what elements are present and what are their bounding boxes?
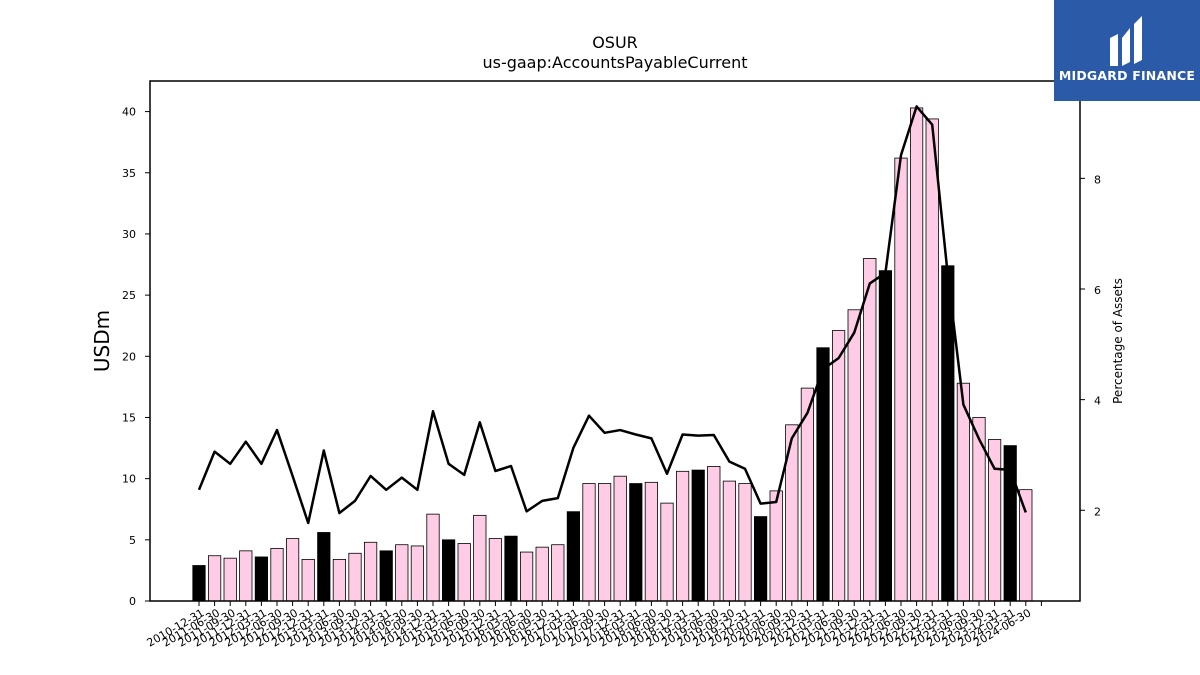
- y-tick-label: 10: [122, 473, 136, 486]
- bar-2011-12-31: [254, 556, 268, 602]
- bar-2016-12-31: [566, 511, 581, 602]
- bar-2010-12-31: [192, 565, 206, 602]
- bar-2019-03-31: [707, 466, 721, 602]
- bar-2024-03-31: [1019, 489, 1033, 602]
- bar-2023-09-30: [988, 439, 1002, 602]
- bar-2022-03-31: [894, 157, 908, 602]
- bar-2017-12-31: [629, 483, 643, 602]
- line-series: [197, 105, 1027, 525]
- y-axis-right: 2 4 6 8: [1080, 173, 1101, 518]
- bar-2014-09-30: [426, 513, 440, 602]
- bar-2012-03-31: [270, 547, 284, 602]
- bar-2018-09-30: [676, 470, 690, 602]
- bar-2019-12-31: [754, 516, 768, 602]
- bar-2017-09-30: [613, 475, 627, 602]
- bar-2014-06-30: [410, 545, 425, 602]
- y2-tick-label: 4: [1094, 395, 1101, 408]
- bar-2016-03-31: [520, 551, 534, 602]
- y-tick-label: 20: [122, 350, 136, 363]
- y-tick-label: 0: [129, 595, 136, 608]
- bar-series: [192, 107, 1033, 602]
- bar-2018-03-31: [644, 481, 659, 602]
- bar-2019-09-30: [738, 483, 752, 602]
- bar-2020-12-31: [816, 347, 830, 602]
- bar-2015-03-31: [457, 543, 471, 602]
- y2-axis-label: Percentage of Assets: [1111, 278, 1125, 404]
- logo-text: MIDGARD FINANCE: [1058, 68, 1196, 83]
- x-axis: 2010-12-312011-06-302011-09-302011-12-31…: [145, 601, 1042, 650]
- bar-2018-06-30: [660, 502, 674, 602]
- percentage-of-assets-line: [197, 105, 1027, 525]
- bar-2013-06-30: [348, 552, 362, 602]
- bar-2018-12-31: [691, 469, 705, 602]
- bar-2011-06-30: [223, 557, 237, 602]
- bar-2012-09-30: [301, 559, 315, 602]
- bar-2015-12-31: [504, 535, 518, 602]
- bar-2013-03-31: [332, 559, 347, 602]
- y-axis-left: 0 5 10 15 20 25 30 35 40: [122, 106, 150, 608]
- bar-2021-06-30: [847, 309, 861, 602]
- bar-2014-03-31: [395, 544, 409, 602]
- bar-2015-06-30: [473, 514, 487, 602]
- y-tick-label: 15: [122, 411, 136, 424]
- bar-2022-06-30: [910, 107, 924, 602]
- bar-2016-06-30: [535, 546, 549, 602]
- bar-2017-06-30: [598, 483, 612, 602]
- bar-2021-09-30: [863, 258, 877, 602]
- bar-2022-09-30: [925, 118, 939, 602]
- bar-2021-12-31: [878, 270, 893, 602]
- bar-2012-06-30: [285, 538, 300, 602]
- chart-title: OSUR: [592, 33, 638, 52]
- bar-2011-09-30: [239, 550, 253, 602]
- bar-2021-03-31: [832, 330, 846, 602]
- bar-2013-12-31: [379, 550, 393, 602]
- y-axis-label: USDm: [90, 310, 114, 372]
- bar-2020-03-31: [769, 490, 783, 602]
- brand-logo: MIDGARD FINANCE: [1054, 0, 1200, 101]
- chart-subtitle: us-gaap:AccountsPayableCurrent: [482, 53, 747, 72]
- bar-2019-06-30: [722, 480, 737, 602]
- y-tick-label: 25: [122, 289, 136, 302]
- y2-tick-label: 2: [1094, 505, 1101, 518]
- bar-2014-12-31: [441, 539, 456, 602]
- bar-2013-09-30: [363, 541, 378, 602]
- plot-frame: [149, 80, 1081, 602]
- y-tick-label: 40: [122, 106, 136, 119]
- bar-2011-03-31: [207, 555, 222, 602]
- bar-2012-12-31: [317, 532, 331, 602]
- bar-2016-09-30: [551, 544, 565, 602]
- y-tick-label: 5: [129, 534, 136, 547]
- y2-tick-label: 8: [1094, 173, 1101, 186]
- bar-2017-03-31: [582, 483, 596, 602]
- y2-tick-label: 6: [1094, 284, 1101, 297]
- logo-mark-icon: [1110, 16, 1142, 66]
- bar-2015-09-30: [488, 538, 503, 602]
- y-tick-label: 30: [122, 228, 136, 241]
- y-tick-label: 35: [122, 167, 136, 180]
